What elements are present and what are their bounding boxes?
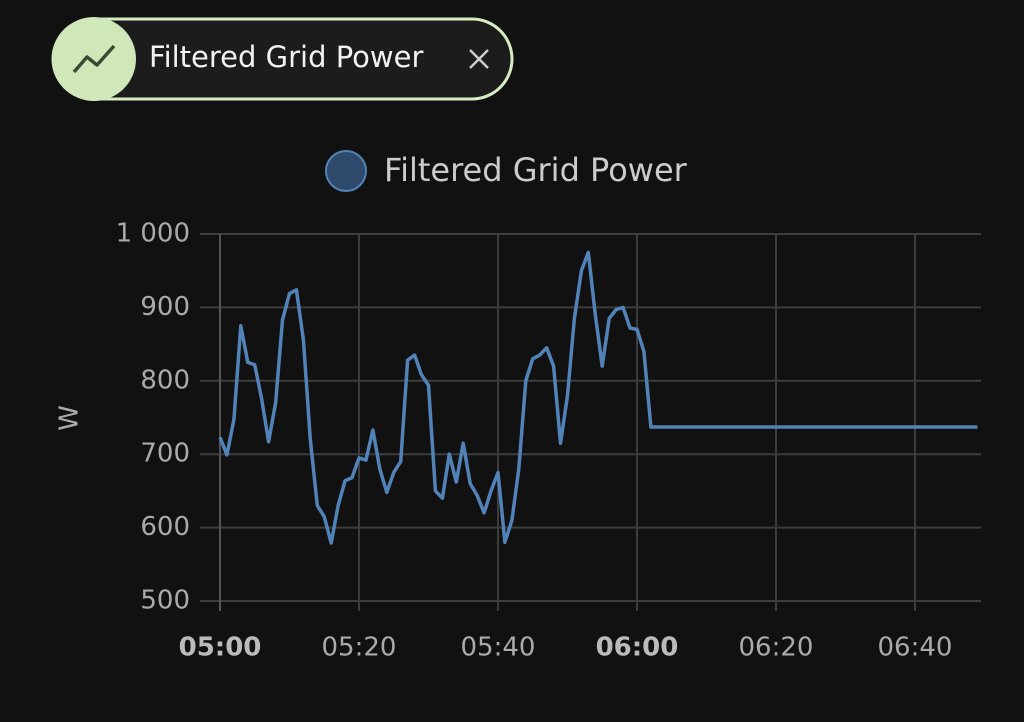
- legend-label: Filtered Grid Power: [384, 151, 688, 189]
- chip-icon-bg: [52, 17, 136, 101]
- x-tick-label: 06:20: [739, 633, 814, 663]
- y-tick-label: 900: [140, 292, 190, 322]
- x-tick-label: 05:20: [322, 633, 397, 663]
- chip-icon: [72, 44, 116, 74]
- y-axis-label: W: [55, 405, 85, 431]
- y-tick-label: 1 000: [116, 219, 190, 249]
- y-tick-label: 700: [140, 439, 190, 469]
- data-line: [218, 250, 978, 545]
- x-tick-label: 05:40: [461, 633, 536, 663]
- x-tick-label: 05:00: [179, 633, 262, 663]
- x-tick-label: 06:00: [596, 633, 679, 663]
- chip[interactable]: Filtered Grid Power: [51, 17, 514, 101]
- x-tick-label: 06:40: [878, 633, 953, 663]
- chip-label: Filtered Grid Power: [149, 40, 423, 74]
- legend-swatch: [325, 150, 367, 192]
- y-tick-label: 500: [140, 586, 190, 616]
- y-tick-label: 800: [140, 365, 190, 395]
- y-tick-label: 600: [140, 512, 190, 542]
- chip-close[interactable]: [469, 49, 489, 69]
